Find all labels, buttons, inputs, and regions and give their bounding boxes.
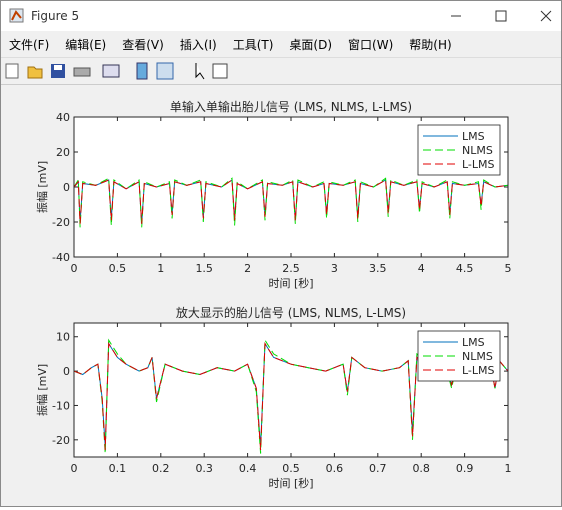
x-tick-label: 0.7 [369,462,387,475]
y-tick-label: 10 [56,331,70,344]
menu-item[interactable]: 文件(F) [9,37,50,52]
x-axis-label: 时间 [秒] [268,476,313,490]
toolbar-icons[interactable] [1,59,241,83]
x-tick-label: 3 [331,262,338,275]
menu-item[interactable]: 窗口(W) [348,37,394,52]
legend-label: LMS [462,130,485,143]
x-tick-label: 0.2 [152,462,170,475]
menu-item[interactable]: 插入(I) [179,37,217,52]
menu-item[interactable]: 帮助(H) [409,37,452,52]
y-tick-label: 40 [56,111,70,124]
y-axis-label: 振幅 [mV] [35,161,49,213]
y-axis-label: 振幅 [mV] [35,364,49,416]
y-tick-label: -40 [52,251,70,264]
data-line [74,179,508,224]
x-tick-label: 1.5 [195,262,213,275]
legend-label: NLMS [462,144,493,157]
y-tick-label: 20 [56,146,70,159]
x-tick-label: 4 [418,262,425,275]
legend-label: L-LMS [462,364,495,377]
x-tick-label: 0.5 [282,462,300,475]
title-bar: Figure 5 [1,1,561,31]
y-tick-label: 0 [63,181,70,194]
toolbar [1,57,561,85]
chart-title: 单输入单输出胎儿信号 (LMS, NLMS, L-LMS) [170,99,412,114]
x-tick-label: 2.5 [282,262,300,275]
y-tick-label: -20 [52,434,70,447]
data-line [74,338,508,454]
y-tick-label: 0 [63,365,70,378]
x-tick-label: 3.5 [369,262,387,275]
legend-label: L-LMS [462,158,495,171]
menu-item[interactable]: 编辑(E) [65,37,107,52]
x-axis-label: 时间 [秒] [268,276,313,290]
x-tick-label: 0 [71,462,78,475]
x-tick-label: 4.5 [456,262,474,275]
x-tick-label: 1 [505,462,512,475]
x-tick-label: 0.6 [326,462,344,475]
data-line [74,341,508,451]
chart-title: 放大显示的胎儿信号 (LMS, NLMS, L-LMS) [176,305,406,320]
x-tick-label: 0.3 [195,462,213,475]
legend-label: LMS [462,336,485,349]
x-tick-label: 0 [71,262,78,275]
x-tick-label: 2 [244,262,251,275]
x-tick-label: 1 [157,262,164,275]
legend-box [417,124,501,176]
x-tick-label: 0.4 [239,462,257,475]
x-tick-label: 0.9 [456,462,474,475]
figure: -40 -20 0 20 40 0 0.5 1 1.5 2 2.5 3 3.5 4 4.5 5 单输入单输出胎儿… [1,85,561,506]
x-tick-label: 0.8 [412,462,430,475]
axes-box [73,116,509,258]
window-title: Figure 5 [31,9,80,23]
x-tick-label: 0.1 [109,462,127,475]
x-tick-label: 0.5 [109,262,127,275]
app-icon [9,8,24,23]
x-tick-label: 5 [505,262,512,275]
menu-bar: 文件(F) 编辑(E) 查看(V) 插入(I) 工具(T) 桌面(D) 窗口(W) 帮助(H) [1,31,561,57]
axes-box [73,322,509,458]
window-controls[interactable] [441,1,561,31]
legend-box [417,330,501,382]
menu-item[interactable]: 工具(T) [232,37,274,52]
y-tick-label: -20 [52,216,70,229]
menu-item[interactable]: 查看(V) [122,37,164,52]
legend-label: NLMS [462,350,493,363]
y-tick-label: -10 [52,399,70,412]
menu-item[interactable]: 桌面(D) [289,37,333,52]
